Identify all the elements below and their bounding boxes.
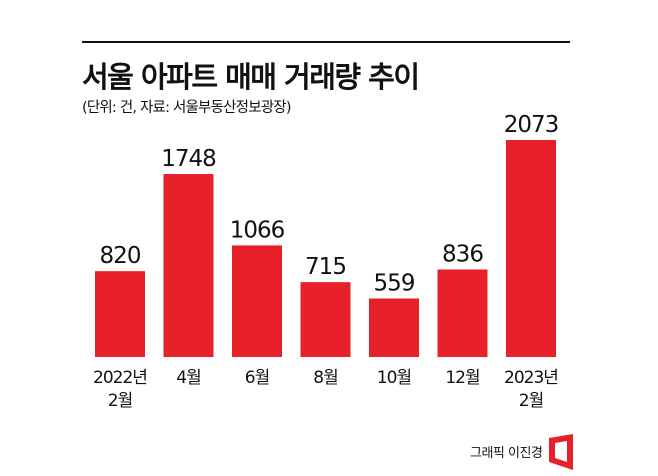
category-label: 10월 xyxy=(377,368,411,388)
category-label: 8월 xyxy=(313,368,337,388)
data-label: 836 xyxy=(442,241,483,267)
bar xyxy=(163,174,214,357)
bar xyxy=(369,298,419,357)
category-label: 4월 xyxy=(176,368,200,388)
logo-icon xyxy=(549,434,573,470)
category-label: 2022년 xyxy=(93,368,147,388)
chart-subtitle: (단위: 건, 자료: 서울부동산정보광장) xyxy=(82,100,291,116)
category-label: 6월 xyxy=(245,368,269,388)
data-label: 1066 xyxy=(230,217,285,243)
category-label: 12월 xyxy=(445,368,479,388)
data-label: 715 xyxy=(305,254,346,280)
category-label: 2월 xyxy=(108,391,132,411)
chart-title: 서울 아파트 매매 거래량 추이 xyxy=(82,60,420,94)
bar xyxy=(300,282,351,357)
data-label: 1748 xyxy=(161,146,216,172)
top-rule xyxy=(82,41,570,43)
bar xyxy=(232,245,282,357)
bar xyxy=(95,271,145,357)
category-label: 2월 xyxy=(519,391,543,411)
bar xyxy=(437,269,488,357)
bar xyxy=(506,140,556,357)
category-label: 2023년 xyxy=(504,368,558,388)
graphic-credit: 그래픽 이진경 xyxy=(470,446,543,461)
data-label: 2073 xyxy=(504,112,559,138)
data-label: 559 xyxy=(374,270,415,296)
data-label: 820 xyxy=(100,243,141,269)
